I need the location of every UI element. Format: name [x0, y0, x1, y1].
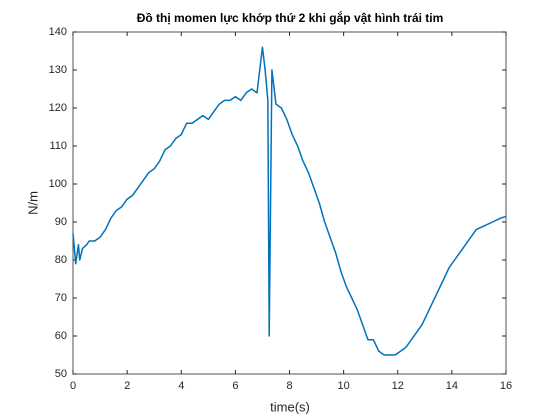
y-tick-label: 120: [49, 102, 67, 114]
x-tick-label: 8: [286, 380, 292, 392]
y-tick-label: 90: [55, 216, 67, 228]
y-tick-label: 110: [49, 140, 67, 152]
x-axis-label: time(s): [270, 399, 310, 414]
x-tick-label: 14: [446, 380, 458, 392]
y-tick-label: 70: [55, 292, 67, 304]
y-tick-label: 60: [55, 330, 67, 342]
x-tick-label: 10: [338, 380, 350, 392]
y-axis-label: N/m: [25, 191, 40, 215]
x-tick-label: 4: [178, 380, 184, 392]
x-tick-label: 2: [124, 380, 130, 392]
plot-area: [72, 31, 507, 375]
y-tick-label: 100: [49, 178, 67, 190]
x-tick-label: 6: [232, 380, 238, 392]
x-tick-label: 12: [392, 380, 404, 392]
x-tick-label: 0: [70, 380, 76, 392]
chart-title: Đồ thị momen lực khớp thứ 2 khi gắp vật …: [137, 10, 444, 25]
y-tick-label: 140: [49, 26, 67, 38]
line: [72, 46, 507, 356]
x-tick-label: 16: [500, 380, 512, 392]
y-tick-label: 50: [55, 368, 67, 380]
y-tick-label: 80: [55, 254, 67, 266]
y-tick-label: 130: [49, 64, 67, 76]
